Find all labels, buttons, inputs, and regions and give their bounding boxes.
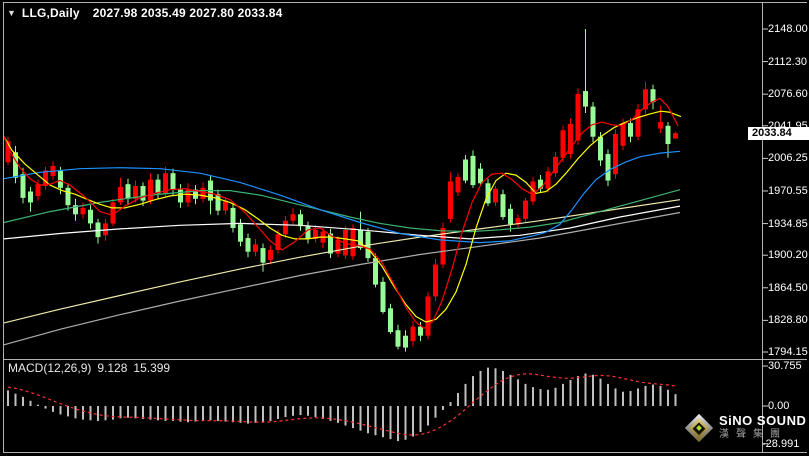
current-price-tag: 2033.84 [748, 126, 809, 140]
chart-title: ▼ LLG,Daily 2027.98 2035.49 2027.80 2033… [7, 6, 282, 20]
macd-main-value: 9.128 [97, 361, 128, 375]
ohlc-values: 2027.98 2035.49 2027.80 2033.84 [92, 6, 283, 20]
brand-logo-icon [684, 413, 714, 442]
macd-signal-value: 15.399 [133, 361, 171, 375]
brand-text: SiNO SOUND 漢聲集團 [719, 414, 806, 441]
symbol-label: LLG,Daily [21, 6, 80, 20]
brand-watermark: SiNO SOUND 漢聲集團 [684, 413, 806, 442]
collapse-chart-icon[interactable]: ▼ [7, 8, 16, 18]
brand-name: SiNO SOUND [719, 413, 807, 428]
macd-name: MACD(12,26,9) [8, 361, 92, 375]
brand-name-chinese: 漢聲集團 [719, 429, 787, 440]
macd-indicator-label: MACD(12,26,9) 9.128 15.399 [8, 361, 176, 375]
